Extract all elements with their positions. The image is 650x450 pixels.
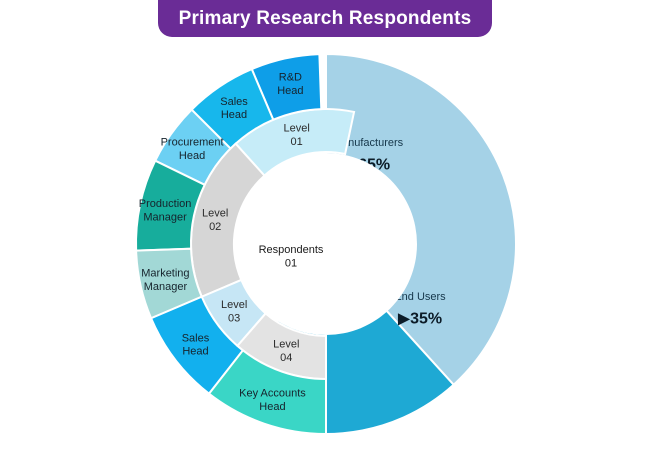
- center-label: Respondents 01: [259, 244, 324, 269]
- slice-value-end-users: ▶35%: [398, 311, 442, 328]
- role-label-randd-head: R&D Head: [277, 72, 303, 97]
- role-segment-production-manager: [135, 159, 206, 252]
- role-segment-marketing-manager: [135, 247, 204, 320]
- role-label-production-manager: Production Manager: [139, 198, 192, 223]
- chart-title: Primary Research Respondents: [178, 7, 472, 29]
- role-label-marketing-manager: Marketing Manager: [141, 268, 189, 293]
- slice-manufacturers: [325, 52, 517, 387]
- title-banner: Primary Research Respondents: [158, 0, 492, 37]
- level-label-level-02: Level 02: [202, 208, 228, 233]
- role-segment-randd-head: [250, 53, 323, 122]
- role-label-sales-head: Sales Head: [182, 332, 210, 357]
- role-label-sales-head: Sales Head: [220, 96, 248, 121]
- role-label-key-accounts-head: Key Accounts Head: [239, 388, 306, 413]
- role-segment-sales-head: [149, 295, 245, 396]
- role-label-procurement-head: Procurement Head: [161, 137, 224, 162]
- level-label-level-03: Level 03: [221, 299, 247, 324]
- role-segment-key-accounts-head: [207, 348, 327, 436]
- slice-label-end-users: End Users: [394, 291, 446, 303]
- center-disc: [235, 153, 417, 335]
- level-label-level-01: Level 01: [283, 123, 309, 148]
- level-label-level-04: Level 04: [273, 338, 299, 363]
- slice-label-manufacturers: Manufacturers: [333, 137, 404, 149]
